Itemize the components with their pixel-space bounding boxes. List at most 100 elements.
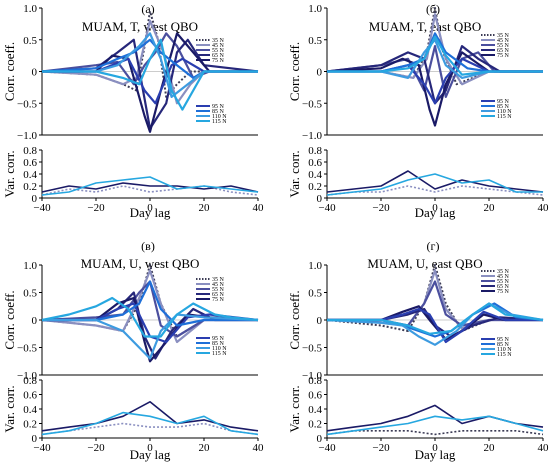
- y-axis-label: Var. corr.: [2, 150, 17, 197]
- legend-label: 35 N: [497, 269, 510, 275]
- y-tick-label: 0: [32, 315, 38, 327]
- legend-label: 95 N: [497, 337, 510, 343]
- series-line-115n: [42, 38, 258, 111]
- y-tick-label: −0.5: [302, 343, 322, 355]
- legend-label: 45 N: [497, 274, 510, 280]
- var-line-35n: [41, 422, 259, 436]
- series-line-115n: [327, 35, 543, 76]
- legend-label: 35 N: [212, 38, 225, 44]
- y-axis-label: Var. corr.: [287, 385, 302, 432]
- legend-label: 75 N: [212, 297, 225, 303]
- y-tick-label: 1.0: [23, 3, 37, 15]
- y-tick-label: 0: [317, 315, 323, 327]
- chart-title: MUAM, T, west QBO: [82, 19, 198, 34]
- x-tick-label: 0: [147, 202, 153, 214]
- legend-label: 85 N: [212, 341, 225, 347]
- x-tick-label: −40: [33, 202, 51, 214]
- y-tick-label: −0.5: [17, 98, 37, 110]
- series-line-95n: [327, 57, 543, 105]
- y-tick-label: 0.6: [308, 390, 322, 402]
- y-tick-label: 0.2: [23, 181, 37, 193]
- y-tick-label: 0.2: [308, 419, 322, 431]
- y-tick-label: 0.4: [23, 404, 37, 416]
- x-axis-label: Day lag: [130, 447, 171, 462]
- y-tick-label: −1.0: [17, 130, 37, 142]
- y-tick-label: −1.0: [17, 370, 37, 382]
- legend-label: 110 N: [497, 109, 512, 115]
- x-tick-label: 20: [199, 202, 211, 214]
- var-line-115n: [326, 415, 544, 436]
- y-tick-label: 1.0: [308, 3, 322, 15]
- panel-mark: (б): [426, 2, 440, 16]
- series-line-115n: [41, 296, 259, 338]
- x-tick-label: 40: [253, 202, 265, 214]
- panel-3: (в) MUAM, U, west QBO 1.0 0.5 0 −0.5 −1.0 Corr.…: [2, 239, 264, 462]
- x-tick-label: 40: [538, 202, 550, 214]
- series-line-110n: [42, 313, 259, 360]
- y-tick-label: 0.8: [308, 145, 322, 157]
- legend-label: 35 N: [212, 277, 225, 283]
- y-tick-label: −1.0: [302, 370, 322, 382]
- chart-title: MUAM, U, west QBO: [81, 256, 200, 271]
- panel-mark: (а): [141, 2, 154, 16]
- y-tick-label: 0.4: [308, 169, 322, 181]
- y-tick-label: 0.6: [308, 157, 322, 169]
- legend-label: 35 N: [497, 33, 510, 39]
- y-axis-label: Var. corr.: [2, 385, 17, 432]
- series-line-65n: [326, 44, 543, 105]
- x-axis-label: Day lag: [130, 205, 171, 220]
- legend-label: 95 N: [497, 99, 510, 105]
- y-tick-label: 0.8: [23, 145, 37, 157]
- x-tick-label: 0: [432, 202, 438, 214]
- var-line-35n: [326, 429, 544, 436]
- panel-mark: (в): [141, 239, 155, 253]
- legend-label: 45 N: [497, 38, 510, 44]
- x-tick-label: 0: [432, 442, 438, 454]
- var-line-35n: [326, 185, 544, 196]
- y-tick-label: 0.6: [23, 157, 37, 169]
- y-tick-label: 0: [32, 67, 38, 79]
- series-line-110n: [326, 302, 544, 346]
- y-axis-label: Corr. coeff.: [287, 42, 302, 101]
- legend-label: 95 N: [212, 104, 225, 110]
- y-tick-label: −0.5: [302, 98, 322, 110]
- series-line-55n: [41, 280, 258, 338]
- y-tick-label: 0: [32, 193, 38, 205]
- panel-4: (г) MUAM, U, east QBO 1.0 0.5 0 −0.5 −1.0 Corr.…: [287, 239, 549, 462]
- legend-label: 110 N: [212, 114, 227, 120]
- x-tick-label: −20: [372, 202, 390, 214]
- legend-label: 65 N: [497, 284, 510, 290]
- legend-label: 45 N: [212, 43, 225, 49]
- y-axis-label: Corr. coeff.: [287, 290, 302, 349]
- y-tick-label: 0.2: [308, 181, 322, 193]
- panel-mark: (г): [427, 239, 440, 253]
- series-line-75n: [42, 32, 258, 133]
- x-tick-label: 0: [147, 442, 153, 454]
- var-line-115n: [326, 173, 543, 196]
- legend-label: 75 N: [212, 58, 225, 64]
- var-line-75n: [41, 182, 259, 193]
- y-tick-label: 0.2: [23, 419, 37, 431]
- var-line-75n: [326, 404, 544, 432]
- chart-title: MUAM, U, east QBO: [367, 256, 482, 271]
- x-tick-label: 20: [484, 442, 496, 454]
- var-line-35n: [41, 185, 259, 196]
- x-tick-label: −40: [318, 202, 336, 214]
- var-line-115n: [41, 411, 259, 436]
- y-tick-label: 0: [317, 67, 323, 79]
- y-tick-label: 1.0: [23, 260, 37, 272]
- y-tick-label: 0.4: [308, 404, 322, 416]
- var-line-75n: [41, 400, 259, 432]
- y-tick-label: 0: [317, 193, 323, 205]
- legend-label: 45 N: [212, 282, 225, 288]
- y-tick-label: 0.8: [308, 375, 322, 387]
- x-tick-label: −20: [87, 442, 105, 454]
- x-tick-label: −20: [87, 202, 105, 214]
- x-tick-label: 20: [484, 202, 496, 214]
- legend-label: 115 N: [212, 351, 227, 357]
- y-tick-label: 0: [317, 433, 323, 445]
- x-axis-label: Day lag: [415, 447, 456, 462]
- legend-label: 55 N: [212, 48, 225, 54]
- legend-label: 115 N: [212, 119, 227, 125]
- x-tick-label: −40: [318, 442, 336, 454]
